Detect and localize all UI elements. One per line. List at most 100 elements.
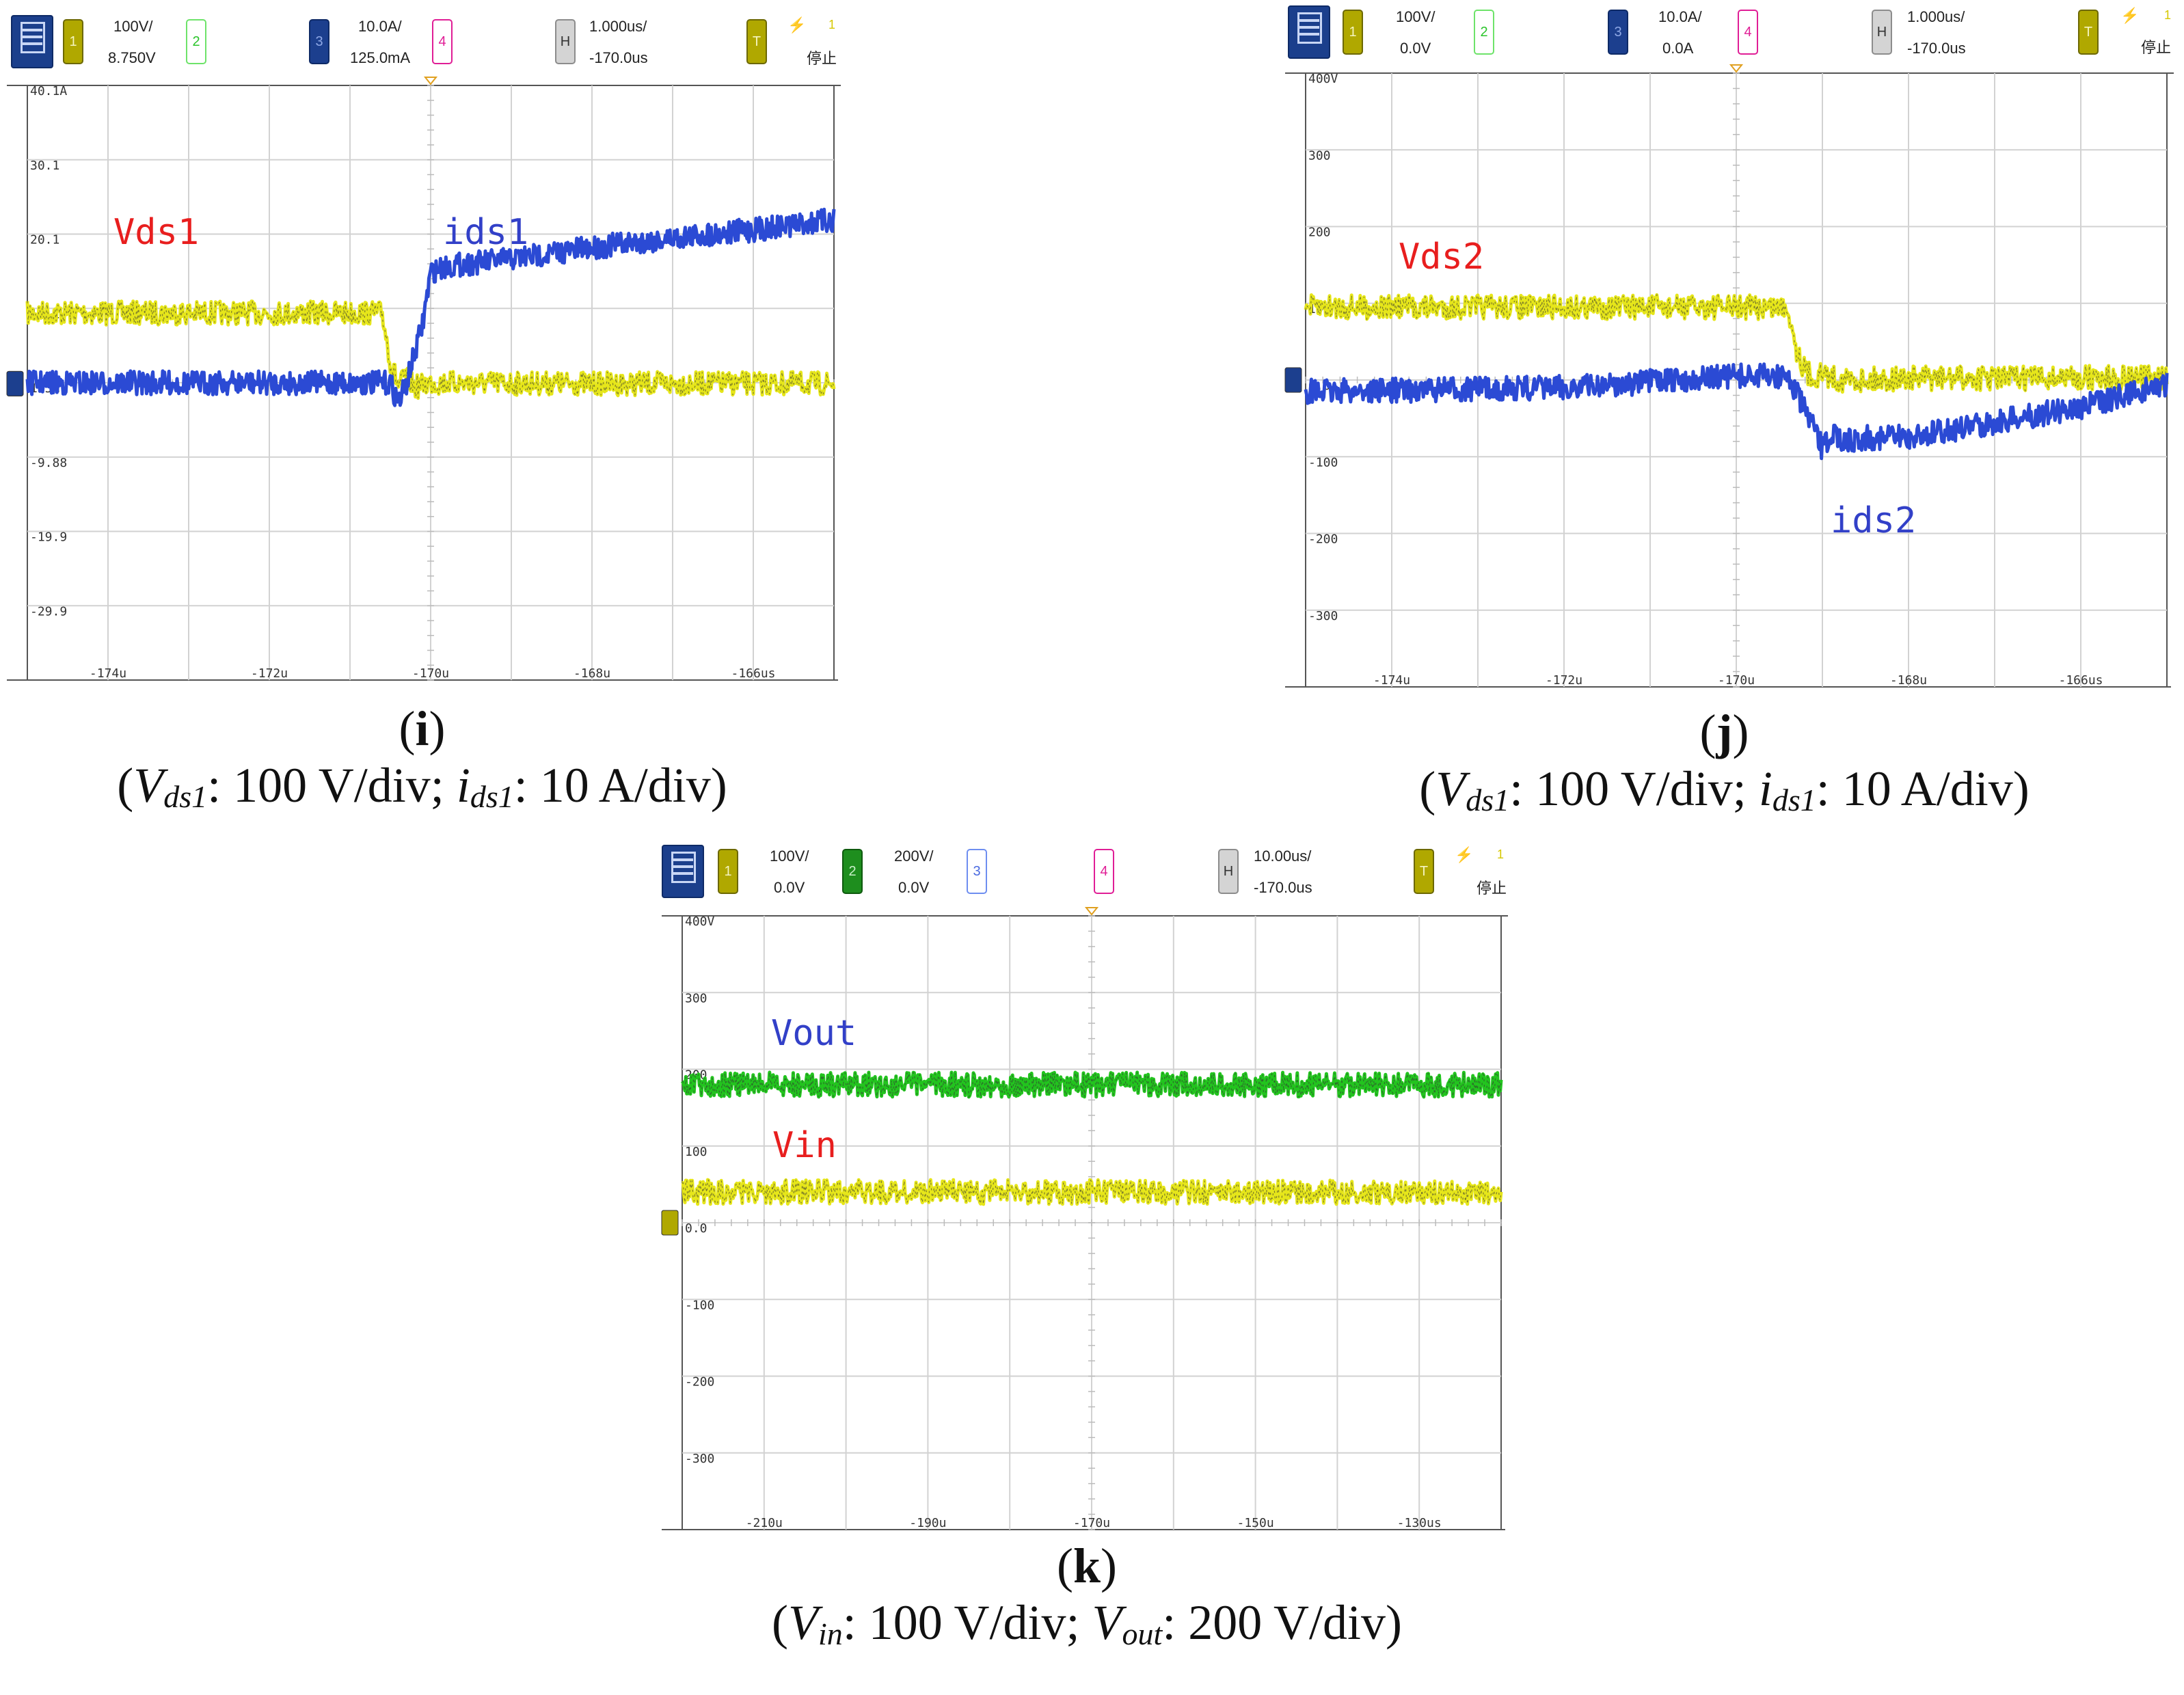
trigger-edge-icon: ⚡ (1455, 846, 1474, 863)
trace-label-vds2: Vds2 (1399, 236, 1485, 277)
y-tick-label: 100 (685, 1145, 707, 1159)
trigger-box[interactable]: T (746, 19, 767, 64)
caption-k: (k) (Vin: 100 V/div; Vout: 200 V/div) (656, 1538, 1518, 1652)
trigger-source: 1 (828, 18, 836, 31)
ch1-scale: 100V/ (113, 18, 153, 35)
trace-vds2-shadow (1305, 293, 2168, 392)
scope-header: 1 100V/ 0.0V 2 200V/ 0.0V 3 4 H 10.00us/… (656, 834, 1518, 902)
ch3-scale: 10.0A/ (358, 18, 402, 35)
ch1-scale: 100V/ (770, 848, 809, 865)
trigger-box[interactable]: T (2078, 10, 2099, 55)
x-tick-label: -168u (574, 666, 610, 681)
y-tick-label: -100 (1308, 455, 1338, 470)
ch2-scale: 200V/ (894, 848, 934, 865)
ch3-box[interactable]: 3 (967, 849, 987, 894)
menu-icon[interactable] (1288, 5, 1330, 59)
x-tick-label: -170u (1073, 1516, 1110, 1530)
x-tick-label: -210u (746, 1516, 783, 1530)
run-status: 停止 (1477, 880, 1507, 897)
ch2-box[interactable]: 2 (1474, 10, 1494, 55)
trace-ids2 (1304, 362, 2169, 461)
scope-header: 1 100V/ 8.750V 2 3 10.0A/ 125.0mA 4 H 1.… (0, 0, 841, 68)
trace-vds1 (25, 299, 836, 400)
horizontal-scale: 1.000us/ (589, 18, 647, 35)
trigger-edge-icon: ⚡ (2120, 7, 2140, 24)
caption-scale: (Vds1: 100 V/div; ids1: 10 A/div) (117, 758, 727, 814)
trace-label-ids1: ids1 (443, 212, 529, 253)
x-tick-label: -168u (1890, 673, 1927, 688)
ch1-box[interactable]: 1 (718, 849, 738, 894)
y-tick-label: 400V (685, 914, 715, 929)
horizontal-box[interactable]: H (555, 19, 576, 64)
y-tick-label: -200 (685, 1375, 714, 1389)
ch4-box[interactable]: 4 (432, 19, 453, 64)
caption-letter: (k) (1056, 1538, 1117, 1593)
y-tick-label: 300 (685, 991, 707, 1005)
run-status: 停止 (2141, 39, 2172, 56)
horizontal-offset: -170.0us (589, 49, 648, 66)
trigger-box[interactable]: T (1414, 849, 1434, 894)
menu-icon[interactable] (662, 845, 704, 898)
x-tick-label: -172u (251, 666, 288, 681)
x-tick-label: -150u (1237, 1516, 1274, 1530)
y-tick-label: 20.1 (30, 233, 59, 247)
y-tick-label: -9.88 (30, 456, 67, 470)
caption-scale: (Vds1: 100 V/div; ids1: 10 A/div) (1419, 761, 2030, 817)
ch3-box[interactable]: 3 (309, 19, 329, 64)
x-tick-label: -174u (1373, 673, 1410, 688)
horizontal-offset: -170.0us (1254, 879, 1312, 896)
trace-vout-shadow (682, 1071, 1502, 1098)
ch4-box[interactable]: 4 (1094, 849, 1114, 894)
trace-ids1 (25, 207, 836, 407)
ground-marker-ids2 (1284, 367, 1302, 393)
x-tick-label: -130us (1397, 1516, 1442, 1530)
x-tick-label: -166us (731, 666, 775, 681)
scope-header: 1 100V/ 0.0V 2 3 10.0A/ 0.0A 4 H 1.000us… (1278, 0, 2184, 68)
caption-scale: (Vin: 100 V/div; Vout: 200 V/div) (772, 1595, 1402, 1651)
y-tick-label: -200 (1308, 532, 1338, 547)
ch4-box[interactable]: 4 (1738, 10, 1758, 55)
trace-vin-shadow (682, 1178, 1502, 1206)
trigger-source: 1 (2164, 8, 2172, 22)
caption-i: (i) (Vds1: 100 V/div; ids1: 10 A/div) (0, 701, 844, 815)
horizontal-box[interactable]: H (1872, 10, 1892, 55)
ch1-offset: 8.750V (108, 49, 156, 66)
ch1-scale: 100V/ (1396, 8, 1435, 25)
run-status: 停止 (807, 50, 837, 67)
scope-panel-k: 1 100V/ 0.0V 2 200V/ 0.0V 3 4 H 10.00us/… (656, 834, 1518, 1695)
trigger-position-marker (423, 77, 438, 85)
ch2-box[interactable]: 2 (186, 19, 206, 64)
menu-icon[interactable] (11, 15, 53, 68)
horizontal-box[interactable]: H (1218, 849, 1239, 894)
y-tick-label: 200 (1308, 226, 1331, 240)
trace-label-vds1: Vds1 (113, 212, 200, 253)
trace-label-vin: Vin (772, 1125, 837, 1166)
y-tick-label: -29.9 (30, 604, 67, 619)
ground-marker-vin (661, 1210, 679, 1236)
ground-marker-ids1 (6, 370, 24, 396)
ch2-box[interactable]: 2 (842, 849, 863, 894)
ch3-offset: 0.0A (1662, 40, 1694, 57)
y-tick-label: -300 (685, 1452, 714, 1466)
caption-letter: (i) (399, 701, 446, 756)
x-tick-label: -170u (412, 666, 449, 681)
y-tick-label: -19.9 (30, 530, 67, 545)
y-tick-label: 400V (1308, 72, 1338, 86)
horizontal-scale: 1.000us/ (1907, 8, 1965, 25)
ch3-offset: 125.0mA (350, 49, 411, 66)
horizontal-offset: -170.0us (1907, 40, 1966, 57)
y-tick-label: 0.0 (685, 1221, 707, 1236)
ch1-box[interactable]: 1 (1343, 10, 1363, 55)
trigger-position-marker (1084, 907, 1099, 916)
x-tick-label: -170u (1718, 673, 1755, 688)
scope-screen: 40.1A30.120.110.1125m-9.88-19.9-29.9-174… (6, 77, 841, 681)
y-tick-label: 30.1 (30, 159, 59, 173)
ch1-box[interactable]: 1 (63, 19, 83, 64)
ch2-offset: 0.0V (898, 879, 930, 896)
scope-panel-i: 1 100V/ 8.750V 2 3 10.0A/ 125.0mA 4 H 1.… (0, 0, 841, 814)
ch1-offset: 0.0V (774, 879, 805, 896)
trace-label-vout: Vout (771, 1013, 857, 1054)
ch3-box[interactable]: 3 (1608, 10, 1628, 55)
horizontal-scale: 10.00us/ (1254, 848, 1312, 865)
